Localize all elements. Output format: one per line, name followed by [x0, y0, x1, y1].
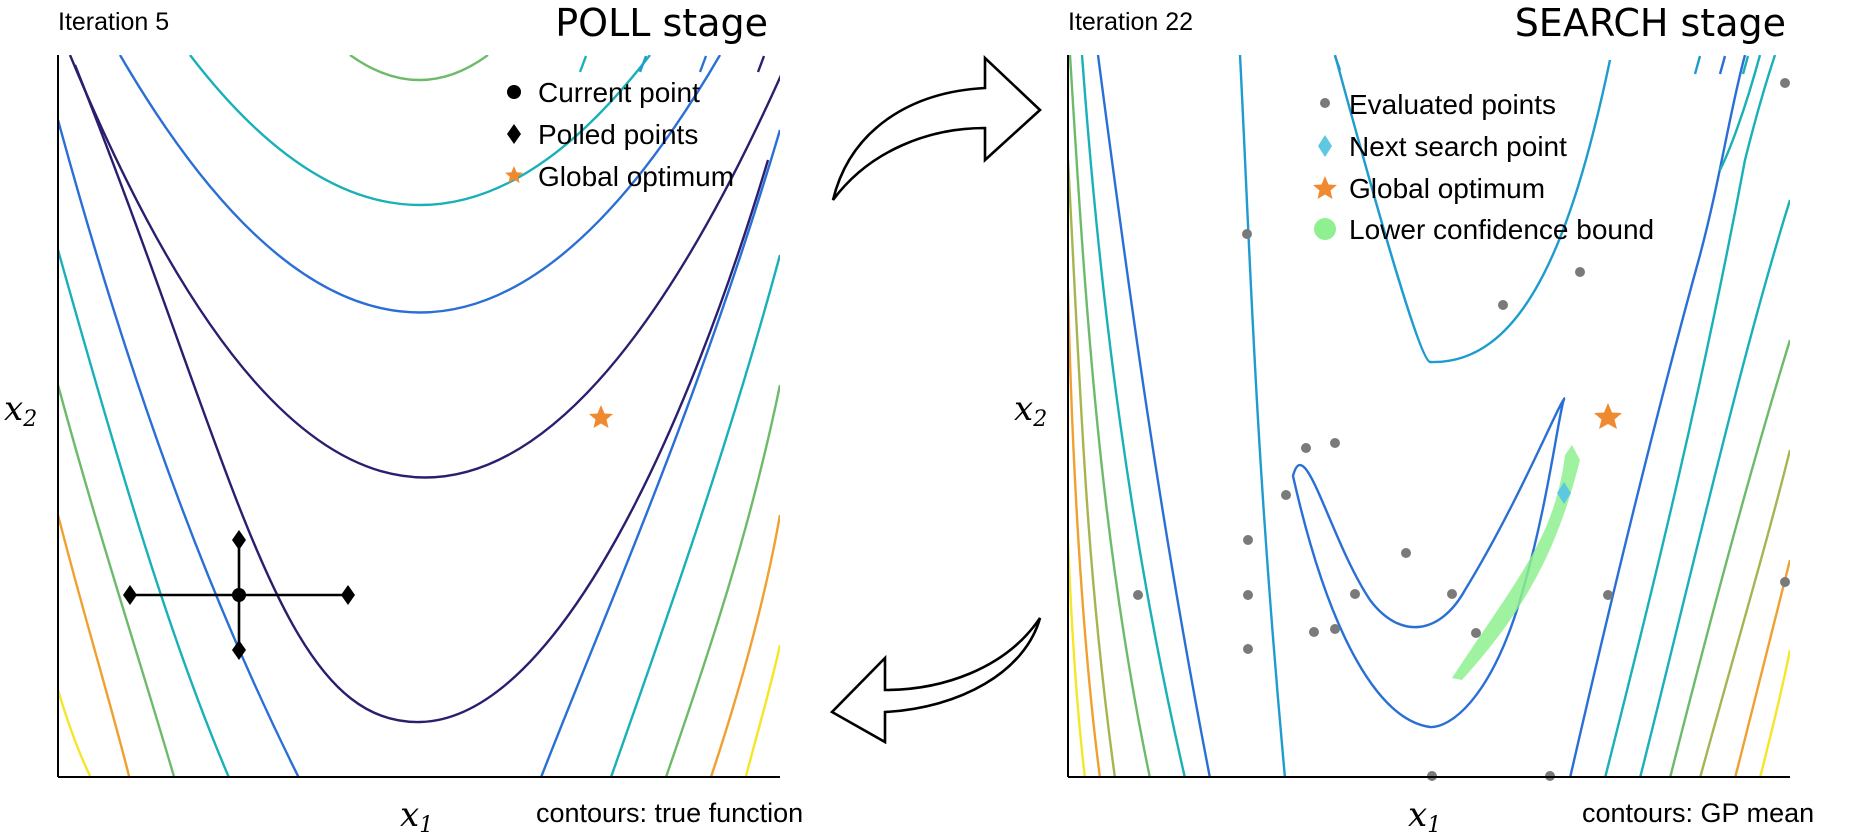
polled-points-legend-icon	[507, 124, 521, 144]
poll-y-axis-label: x2	[4, 389, 37, 432]
evaluated-point	[1575, 267, 1585, 277]
poll-legend-current: Current point	[538, 77, 700, 108]
poll-stencil	[123, 530, 355, 660]
poll-legend-polled: Polled points	[538, 119, 698, 150]
search-y-axis-label: x2	[1014, 389, 1047, 432]
next-search-point-marker	[1557, 482, 1571, 504]
poll-global-optimum-marker	[589, 405, 613, 428]
evaluated-point	[1330, 624, 1340, 634]
evaluated-point	[1133, 590, 1143, 600]
search-legend-next: Next search point	[1349, 131, 1567, 162]
current-point-legend-icon	[507, 85, 521, 99]
evaluated-point	[1401, 548, 1411, 558]
evaluated-point	[1243, 644, 1253, 654]
current-point-marker	[232, 588, 246, 602]
search-stage-title: SEARCH stage	[1515, 1, 1786, 45]
polled-point-marker	[341, 585, 355, 605]
evaluated-point	[1780, 577, 1790, 587]
search-contours	[1068, 55, 1790, 777]
search-legend-optimum: Global optimum	[1349, 173, 1545, 204]
evaluated-point	[1309, 627, 1319, 637]
poll-panel: Iteration 5 POLL stage	[4, 1, 803, 838]
search-iteration-label: Iteration 22	[1068, 8, 1193, 36]
search-global-optimum-marker	[1594, 403, 1622, 429]
evaluated-point	[1243, 590, 1253, 600]
evaluated-point	[1330, 438, 1340, 448]
search-contours-note: contours: GP mean	[1582, 798, 1814, 828]
global-optimum-legend-icon	[505, 166, 523, 183]
next-search-point-legend-icon	[1318, 135, 1332, 157]
evaluated-point	[1350, 589, 1360, 599]
cycle-arrows	[829, 54, 1042, 745]
evaluated-points-legend-icon	[1320, 98, 1330, 108]
evaluated-point	[1243, 535, 1253, 545]
poll-x-axis-label: x1	[400, 795, 433, 838]
poll-legend: Current point Polled points Global optim…	[505, 77, 734, 192]
evaluated-point	[1281, 490, 1291, 500]
evaluated-point	[1498, 300, 1508, 310]
evaluated-point	[1301, 443, 1311, 453]
evaluated-point	[1447, 589, 1457, 599]
poll-contours	[58, 55, 780, 777]
search-panel: Iteration 22 SEARCH stage	[1014, 1, 1814, 838]
search-x-axis-label: x1	[1408, 795, 1441, 838]
evaluated-point	[1780, 78, 1790, 88]
evaluated-point	[1471, 628, 1481, 638]
search-legend: Evaluated points Next search point Globa…	[1313, 89, 1654, 245]
arrow-to-search-icon	[831, 54, 1042, 201]
poll-stage-title: POLL stage	[555, 1, 768, 45]
global-optimum-legend-icon	[1313, 176, 1337, 199]
polled-point-marker	[123, 585, 137, 605]
evaluated-points	[1133, 78, 1790, 781]
poll-contours-note: contours: true function	[536, 798, 803, 828]
evaluated-point	[1603, 590, 1613, 600]
lower-confidence-bound-region	[1452, 445, 1580, 680]
search-legend-evaluated: Evaluated points	[1349, 89, 1556, 120]
arrow-to-poll-icon	[829, 617, 1042, 745]
search-legend-lcb: Lower confidence bound	[1349, 214, 1654, 245]
lower-confidence-bound-legend-icon	[1314, 218, 1336, 240]
evaluated-point	[1242, 229, 1252, 239]
poll-iteration-label: Iteration 5	[58, 8, 169, 36]
polled-point-marker	[232, 640, 246, 660]
poll-legend-optimum: Global optimum	[538, 161, 734, 192]
polled-point-marker	[232, 530, 246, 550]
